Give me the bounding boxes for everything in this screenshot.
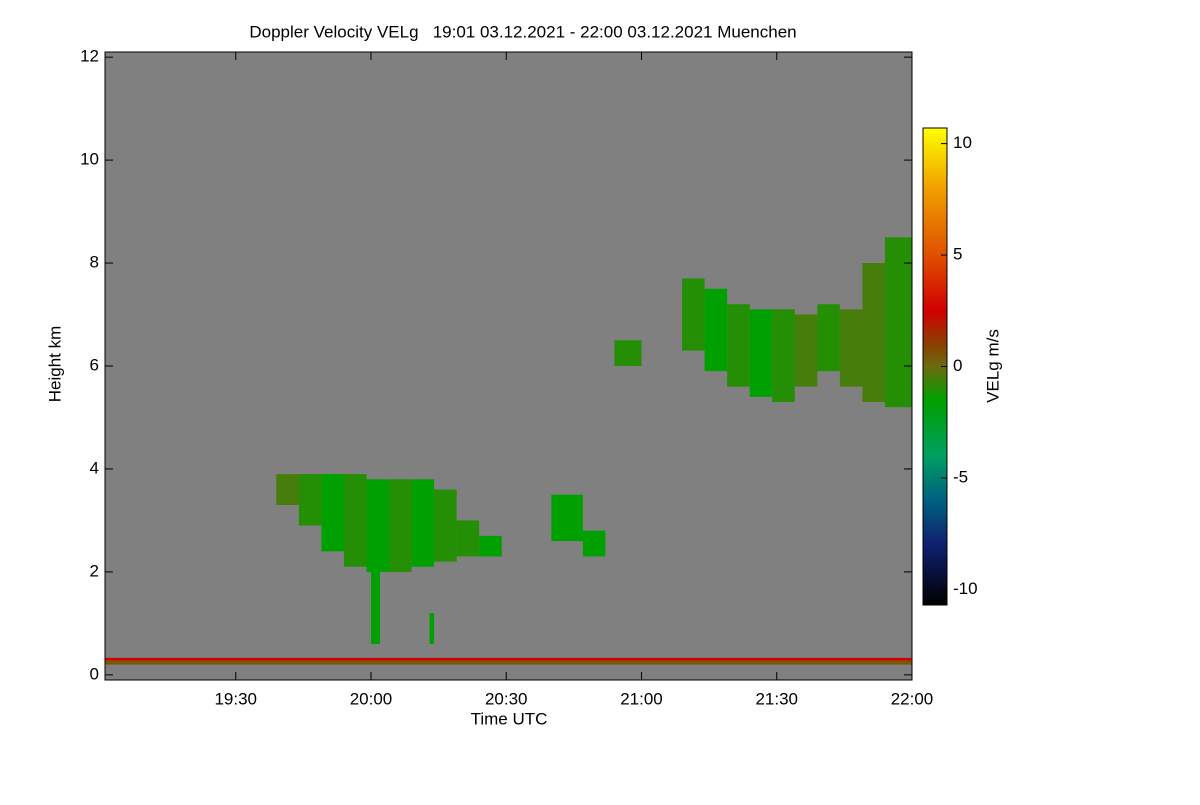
x-tick-label: 21:00	[620, 689, 663, 708]
echo-cell	[456, 520, 480, 557]
echo-cell	[551, 494, 583, 542]
echo-cell	[343, 474, 367, 567]
chart-title: Doppler Velocity VELg 19:01 03.12.2021 -…	[249, 22, 796, 41]
echo-cell	[276, 474, 299, 505]
echo-cell	[682, 278, 705, 351]
echo-cell	[749, 309, 773, 397]
colorbar-tick-label: -5	[953, 467, 968, 486]
x-tick-label: 20:00	[350, 689, 393, 708]
echo-cell	[817, 304, 840, 372]
y-tick-label: 0	[90, 664, 99, 683]
echo-cell	[429, 613, 435, 644]
echo-cell	[321, 474, 344, 552]
echo-cell	[794, 314, 818, 387]
y-tick-label: 12	[80, 47, 99, 66]
y-tick-label: 2	[90, 561, 99, 580]
y-tick-label: 8	[90, 253, 99, 272]
y-axis-label: Height km	[45, 326, 64, 403]
echo-cell	[704, 288, 728, 372]
x-axis-label: Time UTC	[471, 709, 548, 728]
echo-cell	[772, 309, 795, 403]
x-tick-label: 22:00	[891, 689, 934, 708]
echo-cell	[727, 304, 750, 387]
echo-cell	[389, 479, 412, 572]
colorbar-label: VELg m/s	[983, 329, 1002, 403]
colorbar-tick-label: 10	[953, 133, 972, 152]
colorbar-tick-label: 5	[953, 245, 962, 264]
x-tick-label: 21:30	[755, 689, 798, 708]
echo-cell	[434, 489, 457, 562]
echo-cell	[298, 474, 322, 526]
y-tick-label: 6	[90, 355, 99, 374]
echo-cell	[366, 479, 390, 572]
echo-cell	[862, 263, 885, 403]
echo-cell	[839, 309, 863, 387]
y-tick-label: 4	[90, 458, 99, 477]
echo-cell	[479, 535, 502, 557]
echo-cell	[582, 530, 606, 557]
colorbar-tick-label: -10	[953, 579, 978, 598]
x-tick-label: 20:30	[485, 689, 528, 708]
echo-cell	[614, 340, 642, 366]
echo-cell	[370, 571, 381, 644]
echo-cell	[105, 660, 912, 665]
echo-cell	[105, 657, 912, 661]
colorbar-tick-label: 0	[953, 356, 962, 375]
y-tick-label: 10	[80, 150, 99, 169]
x-tick-label: 19:30	[214, 689, 257, 708]
echo-cell	[411, 479, 435, 567]
echo-cell	[884, 237, 912, 408]
